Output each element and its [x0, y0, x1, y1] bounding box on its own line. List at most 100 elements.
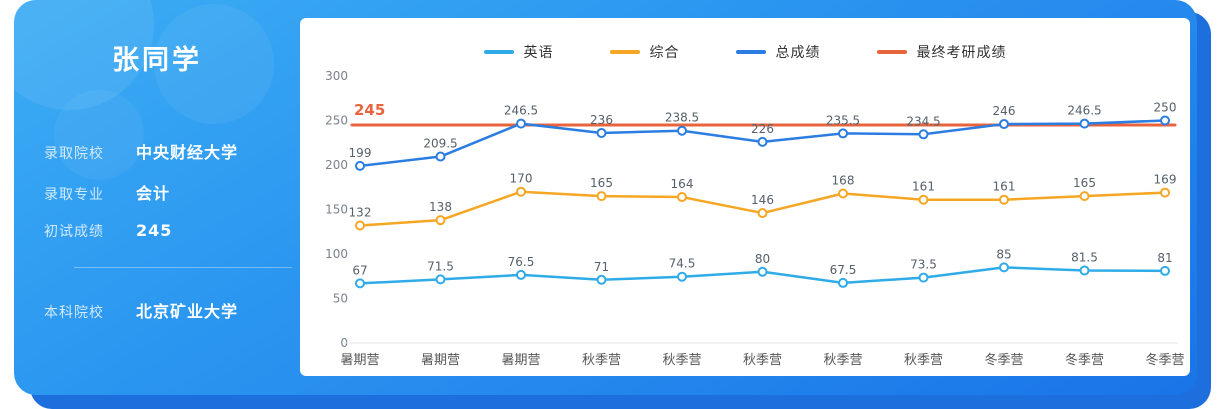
data-label: 165	[1073, 176, 1096, 190]
data-point	[1160, 187, 1170, 198]
data-label: 246.5	[504, 104, 538, 118]
legend-item[interactable]: 综合	[609, 42, 680, 62]
field-label: 初试成绩	[44, 224, 104, 240]
data-label: 81	[1157, 251, 1172, 265]
data-label: 250	[1154, 101, 1177, 115]
data-point	[677, 125, 687, 136]
series-points-英语	[355, 262, 1170, 289]
data-point	[435, 274, 446, 285]
data-label: 73.5	[910, 258, 937, 272]
data-point	[1079, 118, 1090, 129]
legend-label: 总成绩	[775, 45, 821, 61]
data-point	[677, 271, 687, 282]
chart-legend: 英语 综合 总成绩 最终考研成绩	[300, 42, 1190, 62]
x-tick-label: 暑期营	[421, 353, 460, 368]
profile-row-admit-school: 录取院校 中央财经大学	[44, 139, 300, 163]
y-tick-label: 200	[325, 158, 348, 172]
legend-swatch	[735, 50, 766, 54]
field-label: 录取专业	[44, 187, 104, 203]
data-label: 81.5	[1071, 250, 1098, 264]
series-points-综合	[355, 186, 1170, 231]
data-point	[516, 269, 526, 280]
chart-card: 英语 综合 总成绩 最终考研成绩 0 50 100 150 200 250 300 暑期营 暑期营 暑期…	[300, 18, 1190, 376]
data-point	[918, 272, 929, 283]
data-point	[999, 194, 1009, 205]
data-point	[435, 215, 446, 226]
legend-item[interactable]: 最终考研成绩	[876, 42, 1007, 62]
decor-circle	[154, 4, 274, 124]
x-tick-label: 冬季营	[984, 352, 1023, 368]
student-name: 张同学	[112, 45, 202, 76]
field-label: 录取院校	[44, 146, 104, 162]
data-label: 199	[349, 146, 372, 160]
x-tick-label: 秋季营	[904, 353, 943, 368]
legend-swatch	[483, 50, 514, 54]
y-tick-label: 50	[333, 292, 348, 306]
y-tick-label: 100	[325, 247, 348, 261]
x-tick-label: 秋季营	[582, 353, 621, 368]
data-label: 161	[912, 180, 935, 194]
data-point	[757, 208, 768, 219]
x-tick-label: 秋季营	[823, 353, 862, 368]
field-value: 北京矿业大学	[136, 302, 239, 321]
data-point	[516, 186, 526, 197]
x-tick-label: 暑期营	[340, 353, 379, 368]
data-point	[596, 274, 607, 285]
data-label: 85	[996, 247, 1011, 261]
y-tick-label: 300	[325, 69, 348, 83]
data-point	[838, 188, 848, 199]
data-label: 170	[510, 172, 533, 186]
data-point	[355, 278, 365, 289]
x-tick-label: 冬季营	[1065, 352, 1104, 368]
reference-line-label: 245	[354, 101, 385, 119]
legend-item[interactable]: 总成绩	[735, 42, 821, 62]
x-tick-label: 秋季营	[743, 353, 782, 368]
legend-label: 英语	[523, 45, 554, 61]
data-point	[918, 194, 929, 205]
data-label: 246.5	[1067, 104, 1101, 118]
data-label: 168	[832, 173, 855, 187]
data-label: 236	[590, 113, 613, 127]
x-tick-label: 暑期营	[501, 353, 540, 368]
data-point	[516, 118, 526, 129]
x-tick-label: 秋季营	[662, 353, 701, 368]
profile-row-initial-score: 初试成绩 245	[44, 221, 300, 241]
y-tick-label: 150	[325, 203, 348, 217]
data-point	[596, 127, 607, 138]
data-point	[838, 128, 848, 139]
decor-circle	[54, 90, 144, 180]
data-label: 234.5	[906, 114, 940, 128]
profile-rows: 录取院校 中央财经大学 录取专业 会计 初试成绩 245 本科院校 北京矿业大学	[14, 139, 300, 322]
data-label: 146	[751, 193, 774, 207]
legend-label: 最终考研成绩	[916, 45, 1007, 61]
data-label: 76.5	[508, 255, 535, 269]
data-label: 132	[349, 206, 372, 220]
data-label: 164	[671, 177, 694, 191]
data-point	[355, 160, 365, 171]
data-label: 138	[429, 200, 452, 214]
data-point	[838, 277, 848, 288]
x-tick-label: 冬季营	[1145, 352, 1184, 368]
legend-swatch	[876, 50, 907, 54]
data-point	[1079, 265, 1090, 276]
y-tick-label: 250	[325, 114, 348, 128]
legend-item[interactable]: 英语	[483, 42, 554, 62]
data-point	[596, 191, 607, 202]
legend-label: 综合	[649, 45, 680, 61]
legend-swatch	[609, 50, 640, 54]
data-label: 246	[993, 104, 1016, 118]
data-point	[918, 129, 929, 140]
data-label: 71.5	[427, 259, 454, 273]
data-label: 161	[993, 180, 1016, 194]
data-label: 71	[594, 260, 609, 274]
profile-row-undergrad-school: 本科院校 北京矿业大学	[44, 298, 300, 322]
data-label: 165	[590, 176, 613, 190]
divider	[74, 267, 292, 268]
data-point	[1079, 191, 1090, 202]
data-point	[677, 192, 687, 203]
data-point	[1160, 115, 1170, 126]
data-point	[999, 119, 1009, 130]
data-label: 226	[751, 122, 774, 136]
data-label: 235.5	[826, 113, 860, 127]
field-value: 中央财经大学	[136, 143, 239, 162]
